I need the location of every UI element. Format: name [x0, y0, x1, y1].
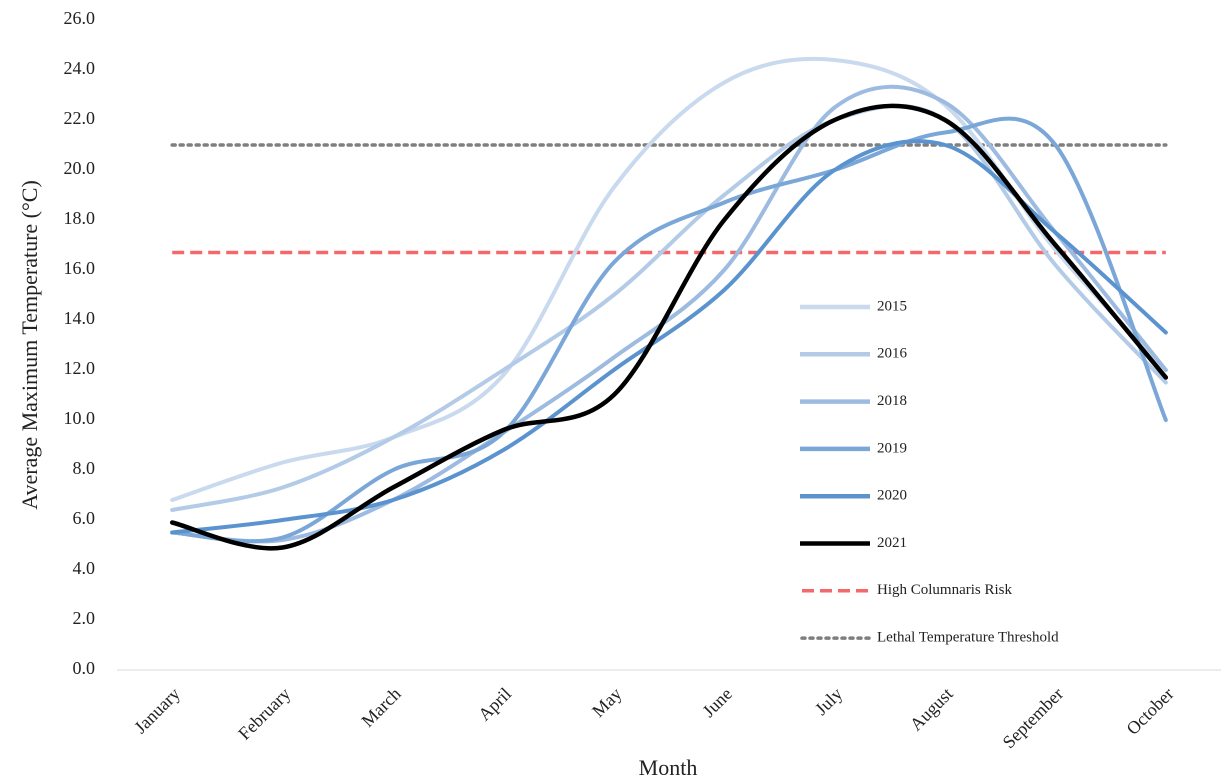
legend-label: Lethal Temperature Threshold	[877, 630, 1059, 646]
y-tick-label: 14.0	[64, 308, 96, 328]
y-tick-label: 12.0	[64, 358, 96, 378]
x-tick-label: February	[234, 684, 294, 744]
y-axis-title: Average Maximum Temperature (°C)	[17, 180, 42, 510]
legend-label: 2015	[877, 298, 907, 314]
x-axis-title: Month	[639, 755, 698, 780]
y-tick-label: 10.0	[64, 408, 96, 428]
y-tick-label: 22.0	[64, 108, 96, 128]
y-tick-label: 4.0	[73, 558, 96, 578]
legend-label: 2020	[877, 488, 907, 504]
y-tick-label: 24.0	[64, 58, 96, 78]
x-tick-label: July	[811, 684, 846, 719]
x-tick-label: March	[357, 684, 404, 731]
legend-label: High Columnaris Risk	[877, 582, 1013, 598]
series-line	[169, 103, 1169, 551]
y-tick-label: 18.0	[64, 208, 96, 228]
x-tick-label: June	[698, 684, 735, 721]
legend-label: 2016	[877, 346, 908, 362]
series-line	[170, 84, 1168, 544]
series-line	[170, 56, 1168, 502]
series-line	[170, 103, 1168, 512]
series-line	[170, 116, 1168, 544]
y-tick-label: 20.0	[64, 158, 96, 178]
x-tick-label: October	[1122, 684, 1177, 739]
y-tick-label: 16.0	[64, 258, 96, 278]
y-tick-label: 0.0	[73, 658, 96, 678]
legend-label: 2019	[877, 440, 907, 456]
legend-label: 2021	[877, 535, 907, 551]
x-tick-label: January	[130, 684, 184, 738]
legend-label: 2018	[877, 393, 907, 409]
y-tick-label: 26.0	[64, 8, 96, 28]
x-tick-label: August	[906, 684, 957, 735]
x-tick-label: April	[474, 684, 515, 725]
x-tick-label: May	[588, 684, 625, 721]
y-tick-label: 6.0	[73, 508, 96, 528]
y-tick-label: 2.0	[73, 608, 96, 628]
y-tick-label: 8.0	[73, 458, 96, 478]
x-tick-label: September	[999, 684, 1068, 753]
